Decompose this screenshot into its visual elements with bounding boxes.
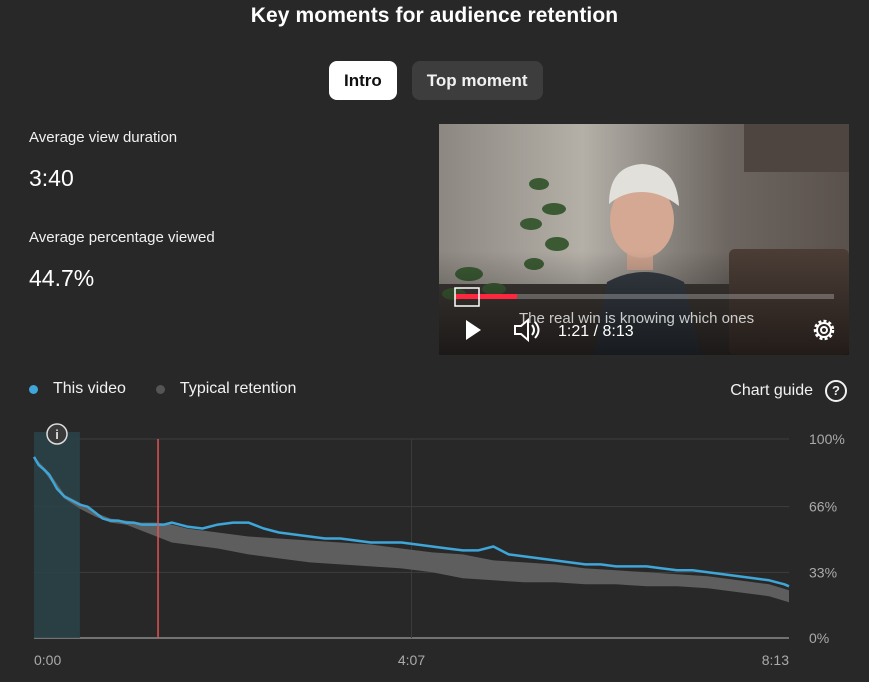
avg-pct-viewed-label: Average percentage viewed xyxy=(29,229,215,246)
typical-retention-band xyxy=(34,456,789,603)
y-tick-label: 100% xyxy=(809,431,845,447)
x-tick-label: 4:07 xyxy=(398,652,425,668)
avg-view-duration-label: Average view duration xyxy=(29,129,178,146)
chart-legend: This video Typical retention xyxy=(29,380,296,398)
tab-top-moment[interactable]: Top moment xyxy=(411,61,543,100)
retention-chart[interactable]: 100% 66% 33% 0% 0:00 4:07 8:13 i xyxy=(0,422,869,682)
video-player[interactable]: The real win is knowing which ones 1:21 … xyxy=(439,124,849,355)
info-icon[interactable]: i xyxy=(46,423,68,445)
video-caption: The real win is knowing which ones xyxy=(519,310,754,327)
scrubber-handle[interactable] xyxy=(454,287,480,307)
help-icon: ? xyxy=(825,380,847,402)
x-tick-label: 0:00 xyxy=(34,652,61,668)
intro-highlight xyxy=(34,432,80,638)
this-video-legend-dot xyxy=(29,384,38,394)
video-frame: The real win is knowing which ones 1:21 … xyxy=(439,124,849,355)
video-time: 1:21 / 8:13 xyxy=(558,323,634,340)
moment-tabs: Intro Top moment xyxy=(329,61,543,100)
y-tick-label: 0% xyxy=(809,630,829,646)
x-tick-label: 8:13 xyxy=(762,652,789,668)
volume-icon[interactable] xyxy=(514,317,540,343)
avg-view-duration-value: 3:40 xyxy=(29,165,74,191)
y-tick-label: 66% xyxy=(809,499,837,515)
avg-pct-viewed-value: 44.7% xyxy=(29,265,95,291)
play-icon[interactable] xyxy=(466,320,481,340)
typical-legend-dot xyxy=(155,384,165,394)
chart-guide-label: Chart guide xyxy=(730,382,813,399)
settings-icon[interactable] xyxy=(813,319,835,341)
chart-guide-button[interactable]: Chart guide ? xyxy=(730,380,847,402)
tab-intro[interactable]: Intro xyxy=(329,61,397,100)
y-tick-label: 33% xyxy=(809,564,837,580)
info-icon-glyph: i xyxy=(55,427,59,442)
page-title: Key moments for audience retention xyxy=(250,4,619,27)
legend-this-video: This video xyxy=(53,380,126,397)
video-progress-bar[interactable] xyxy=(455,294,517,299)
this-video-line xyxy=(32,456,790,588)
legend-typical: Typical retention xyxy=(179,380,297,397)
